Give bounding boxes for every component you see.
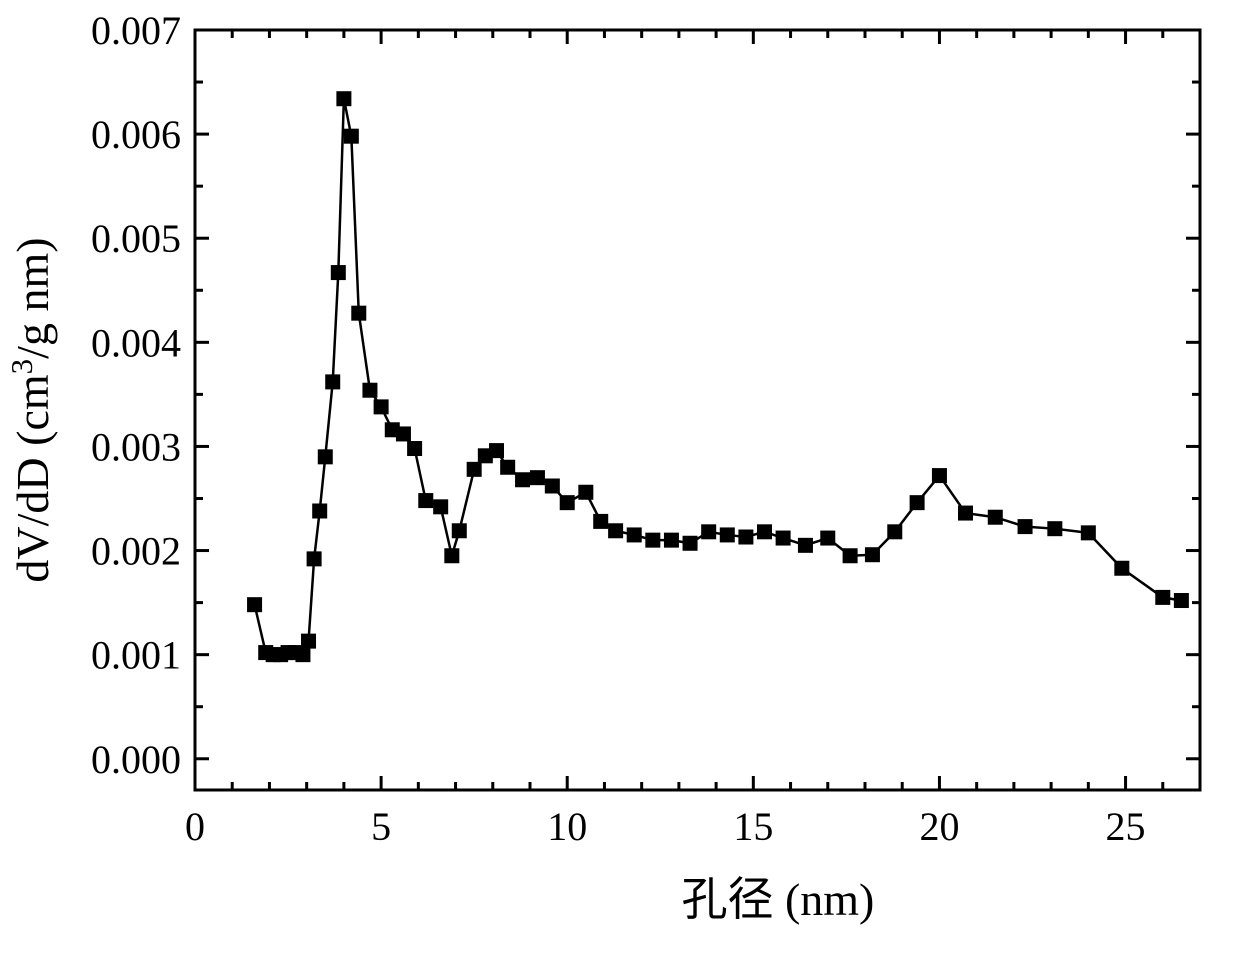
y-tick-label: 0.002 — [91, 529, 181, 574]
data-marker — [307, 552, 321, 566]
data-marker — [1174, 594, 1188, 608]
y-tick-label: 0.007 — [91, 8, 181, 53]
x-tick-label: 5 — [371, 804, 391, 849]
data-marker — [363, 383, 377, 397]
data-marker — [490, 444, 504, 458]
data-marker — [798, 538, 812, 552]
x-tick-label: 15 — [733, 804, 773, 849]
data-marker — [1115, 561, 1129, 575]
data-marker — [560, 496, 574, 510]
data-marker — [302, 634, 316, 648]
y-tick-label: 0.004 — [91, 320, 181, 365]
data-marker — [664, 533, 678, 547]
data-marker — [646, 533, 660, 547]
data-marker — [1081, 526, 1095, 540]
y-axis-label: dV/dD (cm3/g nm) — [4, 237, 58, 582]
data-marker — [1048, 522, 1062, 536]
data-marker — [1018, 520, 1032, 534]
data-marker — [318, 450, 332, 464]
y-tick-label: 0.003 — [91, 424, 181, 469]
data-marker — [408, 442, 422, 456]
data-marker — [530, 471, 544, 485]
data-marker — [313, 504, 327, 518]
data-marker — [843, 549, 857, 563]
data-marker — [352, 306, 366, 320]
y-tick-label: 0.001 — [91, 633, 181, 678]
data-marker — [865, 548, 879, 562]
data-marker — [452, 524, 466, 538]
data-marker — [776, 531, 790, 545]
data-marker — [959, 506, 973, 520]
data-marker — [702, 525, 716, 539]
data-marker — [739, 530, 753, 544]
data-marker — [821, 531, 835, 545]
data-marker — [910, 496, 924, 510]
y-tick-label: 0.000 — [91, 737, 181, 782]
data-marker — [374, 400, 388, 414]
x-axis-label: 孔径 (nm) — [681, 874, 874, 925]
data-marker — [579, 485, 593, 499]
data-marker — [344, 129, 358, 143]
data-marker — [501, 460, 515, 474]
data-marker — [516, 473, 530, 487]
data-marker — [627, 528, 641, 542]
data-marker — [1156, 590, 1170, 604]
data-marker — [594, 514, 608, 528]
data-marker — [683, 536, 697, 550]
data-marker — [720, 528, 734, 542]
y-tick-label: 0.005 — [91, 216, 181, 261]
data-marker — [467, 462, 481, 476]
data-marker — [758, 525, 772, 539]
data-marker — [609, 524, 623, 538]
pore-distribution-chart: 0 5 10 15 20 25 0.000 0.001 0.002 0.003 0.004 0.005… — [0, 0, 1240, 960]
x-tick-label: 10 — [547, 804, 587, 849]
y-tick-label: 0.006 — [91, 112, 181, 157]
data-marker — [396, 427, 410, 441]
data-marker — [248, 598, 262, 612]
data-marker — [419, 494, 433, 508]
data-marker — [932, 469, 946, 483]
data-marker — [988, 510, 1002, 524]
data-marker — [888, 525, 902, 539]
x-tick-label: 25 — [1106, 804, 1146, 849]
chart-container: 0 5 10 15 20 25 0.000 0.001 0.002 0.003 0.004 0.005… — [0, 0, 1240, 960]
data-marker — [296, 648, 310, 662]
data-marker — [337, 92, 351, 106]
data-marker — [326, 375, 340, 389]
data-marker — [331, 266, 345, 280]
data-marker — [434, 500, 448, 514]
x-tick-label: 0 — [185, 804, 205, 849]
data-marker — [545, 479, 559, 493]
data-marker — [445, 549, 459, 563]
x-tick-label: 20 — [919, 804, 959, 849]
